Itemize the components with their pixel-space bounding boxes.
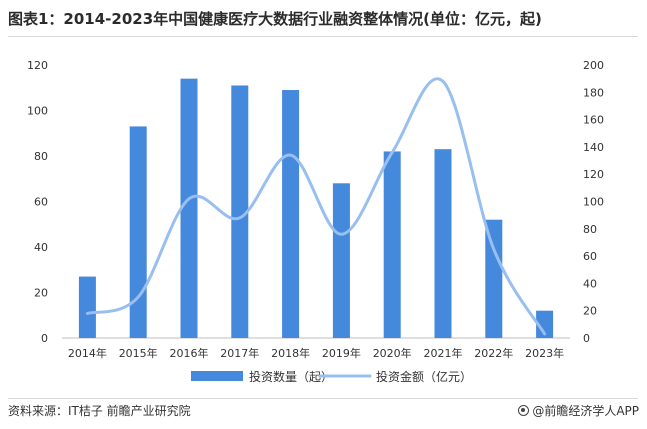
bar: [332, 183, 350, 338]
right-axis: 0 20 40 60 80 100 120 140 160 180 200: [583, 59, 604, 345]
brand-text: @前瞻经济学人APP: [532, 404, 639, 418]
right-tick-label: 120: [583, 168, 604, 181]
x-tick-label: 2022年: [474, 346, 513, 360]
bar: [282, 90, 300, 339]
legend: 投资数量（起） 投资金额（亿元）: [191, 369, 472, 384]
x-tick-label: 2016年: [170, 346, 209, 360]
right-tick-label: 40: [583, 277, 597, 290]
x-tick-label: 2019年: [322, 346, 361, 360]
bar: [536, 310, 554, 338]
right-tick-label: 100: [583, 196, 604, 209]
x-axis: 2014年 2015年 2016年 2017年 2018年 2019年 2020年 2021年…: [68, 346, 564, 360]
x-tick-label: 2021年: [424, 346, 463, 360]
left-tick-label: 60: [34, 196, 48, 209]
right-tick-label: 60: [583, 250, 597, 263]
right-tick-label: 80: [583, 223, 597, 236]
x-tick-label: 2014年: [68, 346, 107, 360]
x-tick-label: 2020年: [373, 346, 412, 360]
brand-credit: @前瞻经济学人APP: [518, 402, 639, 419]
left-tick-label: 100: [27, 105, 48, 118]
source-note: 资料来源：IT桔子 前瞻产业研究院: [8, 404, 191, 418]
right-tick-label: 140: [583, 141, 604, 154]
chart-title: 图表1：2014-2023年中国健康医疗大数据行业融资整体情况(单位：亿元，起): [8, 10, 542, 28]
x-tick-label: 2018年: [271, 346, 310, 360]
bar: [129, 126, 147, 338]
left-axis: 0 20 40 60 80 100 120: [27, 59, 48, 345]
left-tick-label: 20: [34, 287, 48, 300]
chart: 0 20 40 60 80 100 120 0 20 40 60 80 100 120 140 160 180…: [27, 59, 604, 384]
bar: [485, 219, 503, 338]
right-tick-label: 0: [583, 332, 590, 345]
right-tick-label: 180: [583, 86, 604, 99]
x-tick-label: 2017年: [220, 346, 259, 360]
left-tick-label: 40: [34, 241, 48, 254]
bar: [180, 78, 198, 339]
brand-logo-icon: [518, 405, 530, 416]
left-tick-label: 80: [34, 150, 48, 163]
left-tick-label: 120: [27, 59, 48, 72]
bar: [78, 276, 96, 338]
right-tick-label: 200: [583, 59, 604, 72]
x-tick-label: 2023年: [525, 346, 564, 360]
legend-line-label: 投资金额（亿元）: [376, 369, 472, 384]
bar-series: [78, 78, 554, 339]
legend-bar-swatch: [191, 371, 243, 381]
left-tick-label: 0: [41, 332, 48, 345]
bar: [434, 149, 452, 338]
bar: [231, 85, 249, 338]
right-tick-label: 20: [583, 305, 597, 318]
line-series: [85, 77, 547, 336]
footer-divider: [8, 398, 638, 399]
x-tick-label: 2015年: [119, 346, 158, 360]
legend-bar-label: 投资数量（起）: [249, 369, 333, 384]
right-tick-label: 160: [583, 114, 604, 127]
bar: [383, 151, 401, 338]
title-divider: [8, 36, 638, 37]
